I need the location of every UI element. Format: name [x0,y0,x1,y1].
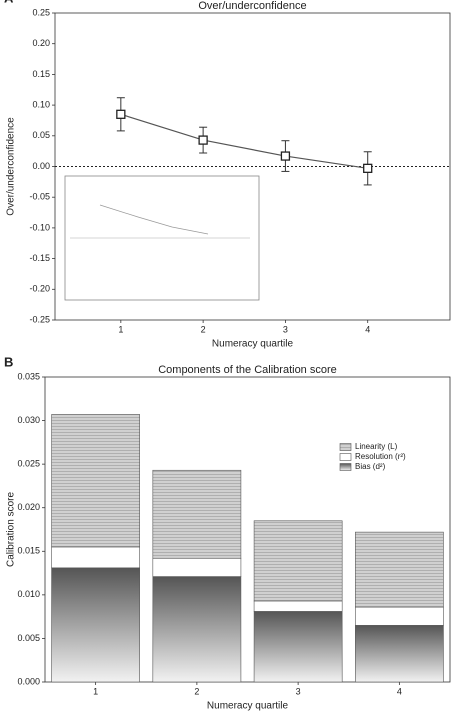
y-tick-label: 0.005 [17,633,40,643]
bar-segment [51,567,140,683]
x-tick-label: 3 [296,686,301,696]
y-tick-label: 0.10 [32,99,50,109]
y-tick-label: 0.00 [32,161,50,171]
legend-label: Bias (d²) [355,462,386,471]
legend-label: Resolution (r²) [355,452,406,461]
y-tick-label: -0.25 [29,314,50,324]
y-axis-label: Over/underconfidence [6,117,17,216]
bar-segment [253,600,343,612]
bar-segment [355,531,444,608]
bar-segment [355,625,444,683]
chart-title: Over/underconfidence [198,0,306,12]
bar-segment [152,576,242,683]
y-tick-label: -0.15 [29,253,50,263]
y-tick-label: 0.030 [17,415,40,425]
x-tick-label: 1 [93,686,98,696]
bar-segment [51,546,140,569]
y-tick-label: -0.20 [29,284,50,294]
marker [363,163,373,173]
x-tick-label: 3 [283,324,288,334]
panel-label: B [4,354,13,369]
marker [116,109,126,119]
bar-segment [51,414,140,548]
chart-title: Components of the Calibration score [158,364,337,376]
y-axis-label: Calibration score [6,492,17,567]
x-tick-label: 2 [194,686,199,696]
panel-label: A [4,0,14,5]
y-tick-label: 0.015 [17,546,40,556]
bar-segment [152,469,242,559]
y-tick-label: 0.035 [17,371,40,381]
bar-segment [253,520,343,602]
y-tick-label: 0.25 [32,7,50,17]
marker [280,151,291,161]
legend-swatch [339,463,352,471]
legend-swatch [339,453,352,461]
x-axis-label: Numeracy quartile [212,339,294,350]
series-line [120,113,368,169]
marker [198,135,208,145]
y-tick-label: 0.15 [32,69,50,79]
y-tick-label: 0.20 [32,38,50,48]
inset-trace [99,204,209,235]
y-tick-label: 0.010 [17,589,40,599]
inset [64,175,260,301]
y-tick-label: 0.020 [17,502,40,512]
legend-swatch [339,443,352,451]
x-tick-label: 4 [365,324,370,334]
plot-frame [44,376,451,683]
bar-segment [355,606,444,626]
legend-label: Linearity (L) [355,442,398,451]
y-tick-label: -0.10 [29,222,50,232]
x-axis-label: Numeracy quartile [207,701,289,712]
x-tick-label: 2 [201,324,206,334]
y-tick-label: 0.05 [32,130,50,140]
bar-segment [152,557,242,577]
y-tick-label: 0.000 [17,676,40,686]
y-tick-label: -0.05 [29,192,50,202]
x-tick-label: 1 [118,324,123,334]
bar-segment [253,611,343,683]
y-tick-label: 0.025 [17,459,40,469]
x-tick-label: 4 [397,686,402,696]
